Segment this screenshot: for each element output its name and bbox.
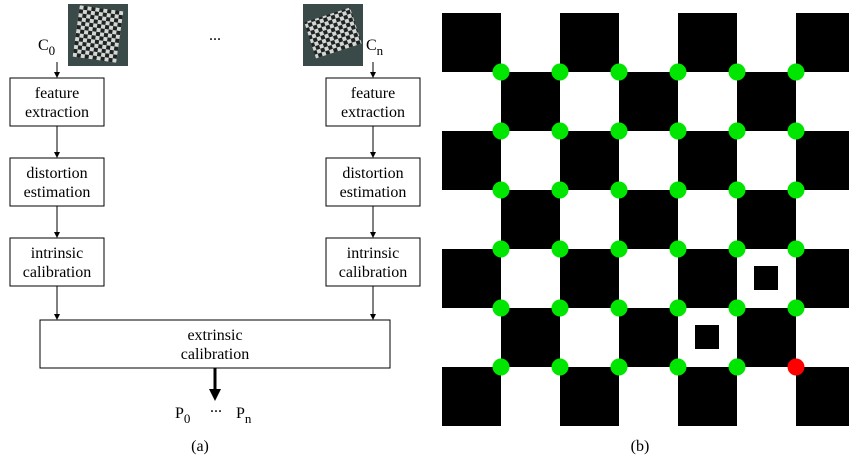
corner-dot [670,241,687,258]
corner-dot [729,300,746,317]
square [442,131,501,190]
square [619,190,678,249]
corner-dot [611,64,628,81]
marker [695,325,719,349]
corner-dot [788,182,805,199]
box-label: feature [35,85,79,102]
box-label: estimation [340,184,407,201]
corner-dot [670,123,687,140]
box-label: extraction [25,104,89,121]
square [560,131,619,190]
box-label: intrinsic [31,245,83,262]
checkerboard [442,13,849,426]
corner-dot [493,123,510,140]
corner-dot [670,359,687,376]
corner-dot [788,241,805,258]
corner-dot [788,300,805,317]
box-label: feature [351,85,395,102]
corner-dot [493,241,510,258]
corner-dot [493,182,510,199]
square [560,367,619,426]
square [501,308,560,367]
box-label: intrinsic [347,245,399,262]
square [796,13,849,72]
corner-dot [493,64,510,81]
square [501,72,560,131]
box-label: distortion [342,165,403,182]
corner-dot [552,300,569,317]
square [442,367,501,426]
camera-label: Cn [366,37,384,58]
ellipsis: ... [209,27,221,44]
camera-label: C0 [38,37,55,58]
square [560,13,619,72]
corner-dot [670,182,687,199]
square [501,190,560,249]
square [619,72,678,131]
box-label: calibration [23,264,91,281]
corner-dot [493,300,510,317]
corner-dot [552,241,569,258]
square [678,249,737,308]
corner-dot [788,64,805,81]
corner-dot [611,123,628,140]
box-label: calibration [339,264,407,281]
corner-dot [611,241,628,258]
square [678,13,737,72]
square [442,249,501,308]
box-label: distortion [26,165,87,182]
caption: (a) [191,438,209,455]
corner-dot [552,123,569,140]
output-label: Pn [236,405,252,426]
square [796,249,849,308]
square [619,308,678,367]
figure: C0 Cn ... extrinsic calibration P0 ... P… [0,0,849,464]
box-label: calibration [181,346,249,363]
thumbnail [68,4,128,66]
ellipsis: ... [210,399,222,416]
corner-dot [670,64,687,81]
corner-dot [552,182,569,199]
square [442,13,501,72]
output-label: P0 [175,405,190,426]
corner-dot [611,182,628,199]
square [560,249,619,308]
corner-dot [729,123,746,140]
square [737,190,796,249]
marker [754,266,778,290]
corner-dot [729,182,746,199]
corner-dot [552,359,569,376]
square [678,367,737,426]
corner-dot [788,359,805,376]
corner-dot [788,123,805,140]
caption: (b) [631,438,650,455]
corner-dot [552,64,569,81]
corner-dot [611,300,628,317]
thumbnail [303,4,363,66]
square [737,72,796,131]
box-label: extraction [341,104,405,121]
corner-dot [729,64,746,81]
square [796,131,849,190]
square [737,308,796,367]
box-label: extrinsic [187,327,242,344]
corner-dot [670,300,687,317]
square [796,367,849,426]
square [678,131,737,190]
corner-dot [729,359,746,376]
box-label: estimation [24,184,91,201]
corner-dot [729,241,746,258]
corner-dot [493,359,510,376]
corner-dot [611,359,628,376]
